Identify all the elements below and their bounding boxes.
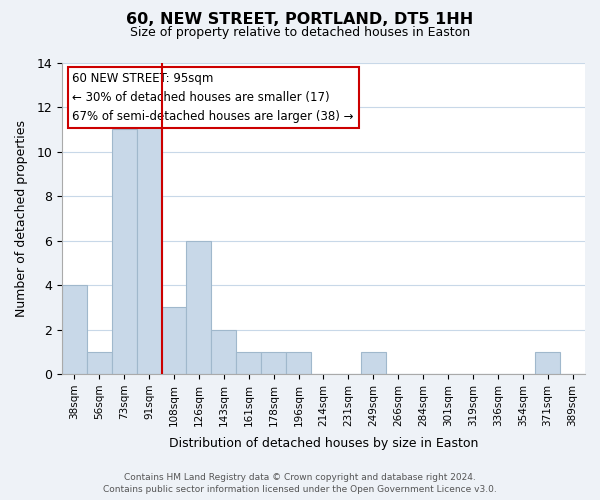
Bar — [112, 130, 137, 374]
Bar — [286, 352, 311, 374]
Bar — [161, 308, 187, 374]
Bar — [137, 107, 161, 374]
Bar — [187, 240, 211, 374]
Text: 60, NEW STREET, PORTLAND, DT5 1HH: 60, NEW STREET, PORTLAND, DT5 1HH — [127, 12, 473, 28]
Text: 60 NEW STREET: 95sqm
← 30% of detached houses are smaller (17)
67% of semi-detac: 60 NEW STREET: 95sqm ← 30% of detached h… — [73, 72, 354, 123]
Text: Contains HM Land Registry data © Crown copyright and database right 2024.
Contai: Contains HM Land Registry data © Crown c… — [103, 472, 497, 494]
X-axis label: Distribution of detached houses by size in Easton: Distribution of detached houses by size … — [169, 437, 478, 450]
Text: Size of property relative to detached houses in Easton: Size of property relative to detached ho… — [130, 26, 470, 39]
Bar — [535, 352, 560, 374]
Bar — [62, 285, 87, 374]
Bar — [361, 352, 386, 374]
Bar — [87, 352, 112, 374]
Y-axis label: Number of detached properties: Number of detached properties — [15, 120, 28, 317]
Bar — [236, 352, 261, 374]
Bar — [211, 330, 236, 374]
Bar — [261, 352, 286, 374]
